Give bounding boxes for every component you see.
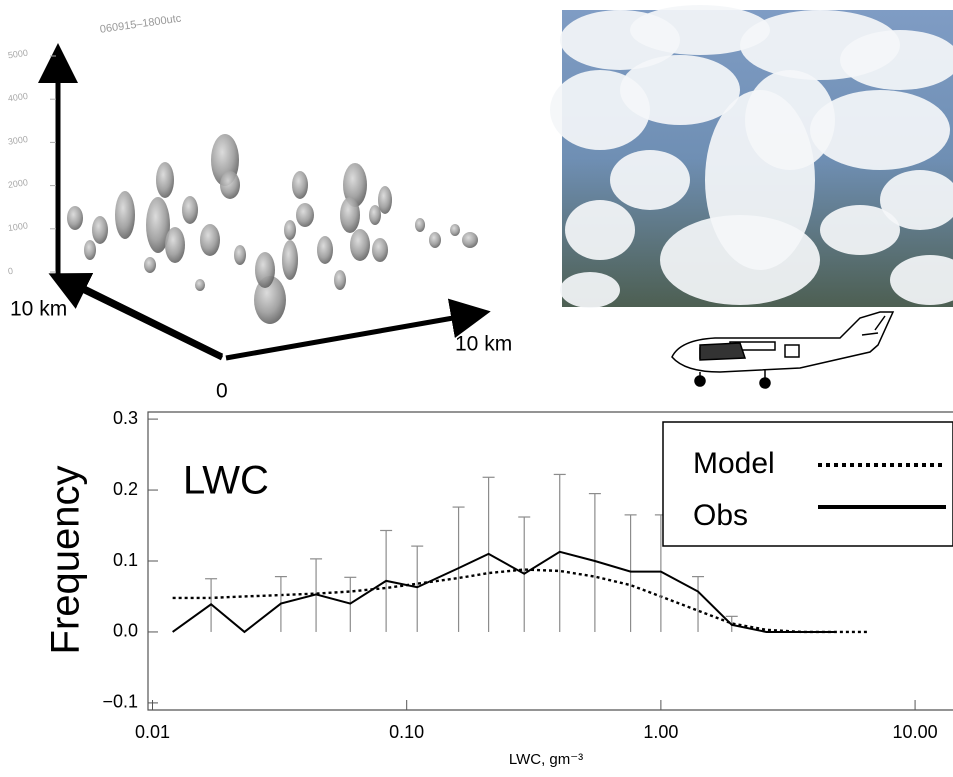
cloud-blob	[282, 240, 298, 280]
lwc-chart: LWC Frequency LWC, gm⁻³ −0.1 0.0 0.1 0.2 0.3…	[44, 408, 953, 768]
z-tick-label: 4000	[7, 91, 28, 104]
cloud-blob	[450, 224, 460, 236]
cloud-blob	[165, 227, 185, 263]
legend-label: Model	[693, 447, 775, 480]
cloud-blob	[254, 276, 286, 324]
cloud-blob	[195, 279, 205, 291]
photo-cloud	[610, 150, 690, 210]
series-line	[172, 550, 837, 634]
cloud-blob	[415, 218, 425, 232]
cloud-blob	[200, 224, 220, 256]
y-axis-label: 10 km	[10, 298, 67, 321]
x-axis-label: 10 km	[455, 333, 512, 356]
cloud-blob	[92, 216, 108, 244]
cloud-blob	[255, 252, 275, 288]
legend-box	[662, 421, 953, 547]
photo-cloud	[840, 30, 953, 90]
x-tick-label: 10.00	[893, 722, 938, 742]
photo-cloud	[660, 215, 820, 305]
x-tick-label: 0.01	[135, 722, 170, 742]
cloud-blob	[182, 196, 198, 224]
cloud-blob	[220, 171, 240, 199]
cloud-blob	[115, 191, 135, 239]
cloud-blob	[84, 240, 96, 260]
cloud-blob	[156, 162, 174, 198]
x-axis-title: LWC, gm⁻³	[509, 751, 583, 768]
photo-cloud	[560, 272, 620, 308]
cloud-blob	[146, 197, 170, 253]
photo-cloud	[820, 205, 900, 255]
cloud-photo	[550, 5, 953, 308]
y-arrow	[48, 272, 224, 361]
photo-cloud	[810, 90, 950, 170]
cloud-blob	[144, 257, 156, 273]
cloud-blob	[284, 220, 296, 240]
z-tick-label: 1000	[7, 220, 28, 233]
cloud-blob	[296, 203, 314, 227]
cloud-blob	[340, 197, 360, 233]
y-tick-label: 0.0	[113, 621, 138, 641]
origin-label: 0	[216, 380, 228, 403]
z-tick-label: 2000	[7, 177, 28, 190]
x-tick-label: 1.00	[643, 722, 678, 742]
photo-cloud	[620, 55, 740, 125]
cloud-blob	[378, 186, 392, 214]
cloud-blob	[67, 206, 83, 230]
x-tick-label: 0.10	[389, 722, 424, 742]
timestamp: 060915–1800utc	[99, 12, 182, 35]
airplane-drawing	[671, 311, 895, 389]
photo-cloud	[880, 170, 953, 230]
cloud-blob	[343, 163, 367, 207]
y-tick-label: 0.2	[113, 479, 138, 499]
y-tick-label: 0.1	[113, 550, 138, 570]
legend-label: Obs	[693, 499, 748, 532]
z-tick-label: 0	[7, 266, 13, 277]
photo-cloud	[630, 5, 770, 55]
z-tick-label: 5000	[7, 48, 28, 61]
cloud-blob	[317, 236, 333, 264]
cloud-blob	[292, 171, 308, 199]
cloud-blob	[462, 232, 478, 248]
cloud-blob	[429, 232, 441, 248]
y-tick-label: 0.3	[113, 408, 138, 428]
cloud-render: 060915–1800utc 10 km 10 km 0 0 1000 2000 30…	[7, 12, 512, 402]
cloud-blob	[334, 270, 346, 290]
photo-cloud	[745, 70, 835, 170]
y-tick-label: −0.1	[102, 692, 138, 712]
photo-cloud	[565, 200, 635, 260]
x-arrow	[225, 298, 491, 361]
cloud-blob	[369, 205, 381, 225]
series-line	[172, 568, 868, 634]
z-tick-label: 3000	[7, 134, 28, 147]
cloud-blob	[372, 238, 388, 262]
y-axis-title: Frequency	[44, 466, 88, 655]
photo-cloud	[890, 255, 953, 305]
cloud-blob	[350, 229, 370, 261]
annotation: LWC	[183, 459, 269, 503]
cloud-blob	[234, 245, 246, 265]
